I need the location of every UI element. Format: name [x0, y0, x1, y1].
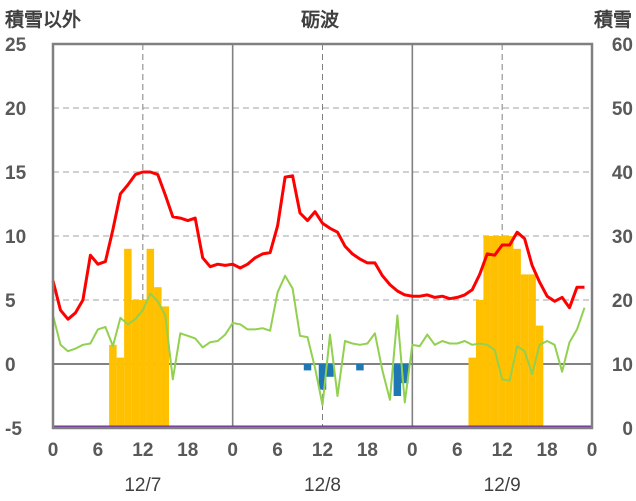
y-tick-label-left: 5	[5, 291, 16, 312]
x-tick-label: 6	[93, 440, 104, 461]
left-axis-label: 積雪以外	[5, 8, 81, 31]
bars	[109, 236, 544, 428]
precipitation-bar	[356, 364, 364, 371]
y-tick-label-left: 10	[5, 227, 26, 248]
x-tick-label: 18	[177, 440, 198, 461]
precipitation-bar	[393, 364, 402, 396]
x-tick-label: 6	[452, 440, 463, 461]
chart-title: 砺波	[301, 8, 340, 31]
plot-border	[51, 42, 594, 430]
snow-cover-bar	[468, 357, 476, 428]
precipitation-bar	[303, 364, 312, 371]
x-tick-label: 0	[587, 440, 598, 461]
x-tick-label: 6	[272, 440, 283, 461]
y-tick-label-left: 25	[5, 35, 27, 56]
snow-cover-bar	[116, 357, 125, 428]
precipitation-bar	[401, 364, 409, 384]
snow-cover-bar	[161, 306, 170, 428]
wind-line	[52, 274, 586, 406]
temperature-line	[51, 170, 585, 321]
snow-cover-bar	[528, 274, 536, 428]
snow-cover-bar	[505, 236, 514, 428]
y-tick-label-right: 60	[612, 35, 633, 56]
x-tick-label: 18	[537, 440, 558, 461]
y-tick-label-left: 15	[5, 163, 27, 184]
x-tick-label: 0	[227, 440, 238, 461]
y-tick-label-right: 0	[622, 419, 633, 440]
y-tick-label-left: 20	[5, 99, 26, 120]
y-tick-label-right: 30	[612, 227, 633, 248]
right-axis-label: 積雪	[594, 8, 632, 31]
date-label: 12/7	[124, 475, 161, 496]
precipitation-bar	[326, 364, 334, 377]
series-lines	[51, 170, 586, 406]
x-tick-label: 18	[357, 440, 378, 461]
x-tick-label: 12	[492, 440, 513, 461]
snow-cover-bar	[109, 344, 117, 428]
precipitation-bar	[318, 364, 327, 390]
y-tick-label-right: 50	[612, 99, 633, 120]
snow-cover-bar	[490, 236, 499, 428]
snow-cover-bar	[513, 248, 521, 428]
y-tick-label-right: 20	[612, 291, 633, 312]
y-tick-label-right: 10	[612, 355, 633, 376]
x-tick-label: 0	[407, 440, 418, 461]
plot-frame	[51, 42, 594, 430]
snow-cover-bar	[146, 248, 155, 428]
snow-cover-bar	[139, 300, 147, 428]
date-label: 12/8	[304, 475, 341, 496]
x-tick-label: 0	[48, 440, 59, 461]
snow-cover-bar	[475, 300, 484, 428]
x-tick-label: 12	[132, 440, 153, 461]
y-tick-label-right: 40	[612, 163, 633, 184]
y-tick-label-left: 0	[5, 355, 16, 376]
snow-cover-bar	[498, 236, 506, 428]
snow-cover-bar	[131, 300, 140, 428]
y-tick-label-left: -5	[5, 419, 22, 440]
snow-cover-bar	[535, 325, 544, 428]
x-tick-label: 12	[312, 440, 333, 461]
snow-cover-bar	[483, 236, 491, 428]
snow-cover-bar	[124, 248, 132, 428]
snow-cover-bar	[154, 287, 162, 428]
date-label: 12/9	[484, 475, 521, 496]
